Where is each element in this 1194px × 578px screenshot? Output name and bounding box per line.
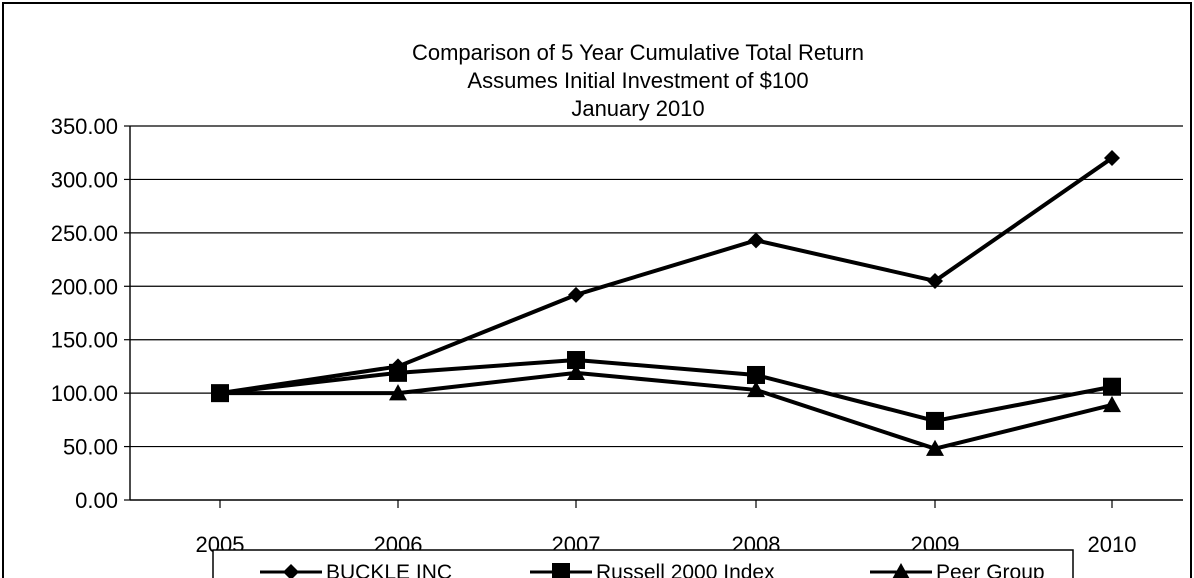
y-tick-label: 50.00 <box>63 435 118 460</box>
data-point-square <box>389 363 407 382</box>
chart-subtitle-1: Assumes Initial Investment of $100 <box>467 68 808 93</box>
data-point-diamond <box>568 286 584 303</box>
series-line <box>219 156 1114 396</box>
data-point-triangle <box>926 439 944 456</box>
y-tick-label: 250.00 <box>51 221 118 246</box>
data-point-diamond <box>748 232 764 249</box>
y-tick-label: 100.00 <box>51 381 118 406</box>
y-tick-label: 200.00 <box>51 274 118 299</box>
data-point-square <box>1103 377 1121 396</box>
y-tick-label: 300.00 <box>51 167 118 192</box>
y-tick-label: 350.00 <box>51 114 118 139</box>
legend-marker-square <box>552 563 570 578</box>
data-point-square <box>747 365 765 384</box>
data-point-square <box>567 351 585 370</box>
legend-marker-triangle <box>892 563 910 578</box>
chart-title: Comparison of 5 Year Cumulative Total Re… <box>412 40 864 65</box>
data-point-triangle <box>747 380 765 398</box>
legend: BUCKLE INC Russell 2000 Index Peer Group <box>212 549 1074 578</box>
series-line <box>219 358 1113 423</box>
legend-marker-diamond <box>283 564 299 578</box>
x-tick-label: 2010 <box>1088 532 1137 557</box>
data-point-diamond <box>1104 150 1120 167</box>
data-point-triangle <box>389 384 407 401</box>
series-lines <box>211 150 1121 456</box>
legend-label: BUCKLE INC <box>326 561 452 578</box>
y-axis-ticks: 0.00 50.00 100.00 150.00 200.00 250.00 300.00 3… <box>51 114 118 513</box>
legend-label: Peer Group <box>936 561 1045 578</box>
data-point-square <box>926 411 944 430</box>
y-tick-label: 0.00 <box>75 488 118 513</box>
data-point-triangle <box>211 384 229 401</box>
legend-label: Russell 2000 Index <box>596 561 775 578</box>
chart-subtitle-2: January 2010 <box>571 96 704 121</box>
y-tick-label: 150.00 <box>51 328 118 353</box>
data-point-triangle <box>1103 395 1121 413</box>
series-line <box>220 370 1113 451</box>
data-point-triangle <box>567 363 585 381</box>
axes <box>124 125 1183 508</box>
grid <box>130 125 1183 448</box>
data-point-diamond <box>927 272 943 289</box>
